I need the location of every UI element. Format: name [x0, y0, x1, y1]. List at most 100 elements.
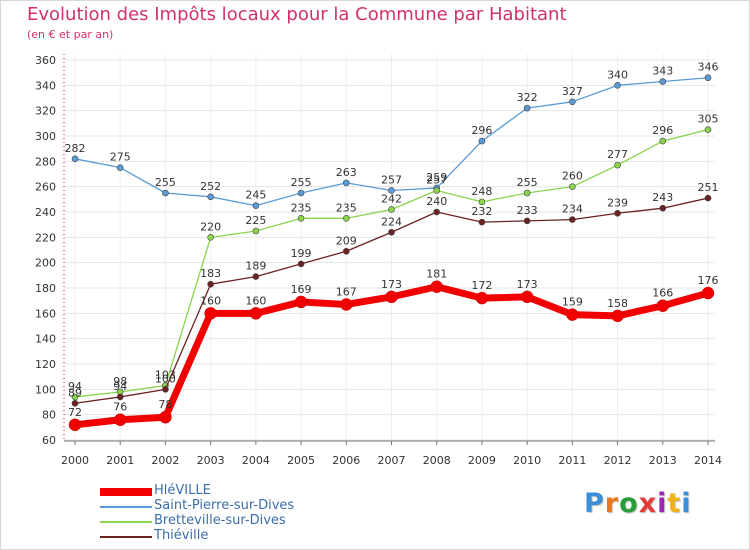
data-label-bretteville-sur-dives: 94	[68, 380, 82, 393]
logo-letter: o	[619, 488, 639, 519]
data-label-hl-ville: 160	[245, 294, 266, 307]
legend-swatch	[100, 521, 152, 523]
data-point-bretteville-sur-dives	[342, 215, 350, 222]
data-label-thi-ville: 251	[698, 181, 719, 194]
data-point-bretteville-sur-dives	[478, 198, 486, 206]
proxiti-logo: Proxiti	[584, 488, 692, 519]
chart-title: Evolution des Impôts locaux pour la Comm…	[27, 4, 567, 25]
legend-swatch	[100, 536, 152, 538]
data-label-bretteville-sur-dives: 257	[426, 173, 447, 186]
data-label-thi-ville: 233	[517, 204, 538, 217]
logo-letter: i	[681, 488, 692, 519]
data-label-thi-ville: 239	[607, 196, 628, 209]
y-tick-label: 300	[35, 130, 56, 143]
data-point-thi-ville	[523, 217, 531, 225]
data-point-hl-ville	[340, 298, 353, 311]
data-point-hl-ville	[68, 418, 82, 432]
data-point-bretteville-sur-dives	[297, 215, 305, 222]
data-point-hl-ville	[520, 290, 534, 304]
data-label-hl-ville: 78	[158, 398, 172, 411]
data-point-thi-ville	[478, 218, 486, 226]
data-label-hl-ville: 173	[517, 278, 538, 291]
data-label-saint-pierre-sur-dives: 346	[698, 61, 719, 74]
data-point-thi-ville	[342, 247, 350, 255]
data-point-bretteville-sur-dives	[569, 183, 576, 190]
data-point-saint-pierre-sur-dives	[207, 193, 214, 201]
data-label-saint-pierre-sur-dives: 343	[652, 65, 673, 78]
data-label-hl-ville: 159	[562, 296, 583, 309]
data-label-hl-ville: 72	[68, 406, 82, 419]
data-point-hl-ville	[249, 307, 263, 320]
logo-letter: t	[667, 488, 682, 519]
data-point-hl-ville	[566, 308, 579, 321]
data-label-thi-ville: 183	[200, 267, 221, 280]
data-point-hl-ville	[701, 286, 715, 300]
data-label-bretteville-sur-dives: 255	[517, 176, 538, 189]
x-tick-label: 2010	[513, 454, 541, 467]
data-point-saint-pierre-sur-dives	[71, 155, 79, 163]
data-label-saint-pierre-sur-dives: 282	[65, 142, 86, 155]
data-label-thi-ville: 209	[336, 234, 357, 247]
legend-label: Thiéville	[154, 528, 209, 543]
data-point-hl-ville	[611, 309, 624, 323]
data-label-saint-pierre-sur-dives: 263	[336, 166, 357, 179]
data-point-thi-ville	[433, 208, 441, 216]
x-tick-label: 2012	[604, 454, 632, 467]
data-point-hl-ville	[475, 291, 489, 305]
legend-swatch	[100, 488, 152, 496]
data-point-hl-ville	[113, 413, 127, 426]
y-tick-label: 200	[35, 257, 56, 270]
data-label-saint-pierre-sur-dives: 275	[110, 151, 131, 164]
data-label-saint-pierre-sur-dives: 327	[562, 85, 583, 98]
data-label-hl-ville: 173	[381, 278, 402, 291]
data-point-thi-ville	[116, 393, 124, 401]
x-tick-label: 2011	[558, 454, 586, 467]
data-point-saint-pierre-sur-dives	[704, 74, 712, 82]
data-point-bretteville-sur-dives	[704, 126, 712, 133]
data-label-bretteville-sur-dives: 248	[471, 185, 492, 198]
data-point-hl-ville	[204, 307, 217, 320]
x-tick-label: 2008	[423, 454, 451, 467]
y-tick-label: 280	[35, 155, 56, 168]
data-point-saint-pierre-sur-dives	[478, 137, 486, 145]
data-label-thi-ville: 94	[113, 380, 127, 393]
data-label-saint-pierre-sur-dives: 322	[517, 91, 538, 104]
data-point-bretteville-sur-dives	[659, 137, 667, 145]
data-label-hl-ville: 160	[200, 294, 221, 307]
data-point-thi-ville	[388, 228, 395, 236]
data-point-saint-pierre-sur-dives	[297, 189, 305, 197]
y-tick-label: 320	[35, 105, 56, 118]
data-point-saint-pierre-sur-dives	[659, 78, 667, 85]
data-label-thi-ville: 100	[155, 372, 176, 385]
data-label-bretteville-sur-dives: 242	[381, 192, 402, 205]
data-label-hl-ville: 169	[291, 283, 312, 296]
y-tick-label: 180	[35, 282, 56, 295]
y-tick-label: 240	[35, 206, 56, 219]
x-tick-label: 2003	[197, 454, 225, 467]
data-point-saint-pierre-sur-dives	[162, 189, 169, 197]
y-tick-label: 80	[42, 409, 56, 422]
data-point-thi-ville	[569, 216, 576, 223]
data-point-hl-ville	[385, 290, 398, 304]
y-tick-label: 340	[35, 79, 56, 92]
x-tick-label: 2013	[649, 454, 677, 467]
x-tick-label: 2000	[61, 454, 89, 467]
x-tick-label: 2005	[287, 454, 315, 467]
data-label-thi-ville: 224	[381, 215, 402, 228]
y-tick-label: 140	[35, 333, 56, 346]
x-tick-label: 2001	[106, 454, 134, 467]
data-label-thi-ville: 232	[471, 205, 492, 218]
data-label-hl-ville: 158	[607, 297, 628, 310]
data-point-bretteville-sur-dives	[433, 187, 441, 194]
data-point-bretteville-sur-dives	[614, 161, 621, 169]
data-label-saint-pierre-sur-dives: 296	[471, 124, 492, 137]
data-label-bretteville-sur-dives: 225	[245, 214, 266, 227]
data-point-saint-pierre-sur-dives	[614, 82, 621, 89]
data-point-thi-ville	[659, 204, 667, 212]
data-label-bretteville-sur-dives: 235	[291, 201, 312, 214]
data-point-thi-ville	[297, 260, 305, 268]
data-point-bretteville-sur-dives	[71, 393, 79, 401]
logo-letter: r	[604, 488, 620, 519]
data-label-bretteville-sur-dives: 220	[200, 220, 221, 233]
data-label-saint-pierre-sur-dives: 340	[607, 68, 628, 81]
